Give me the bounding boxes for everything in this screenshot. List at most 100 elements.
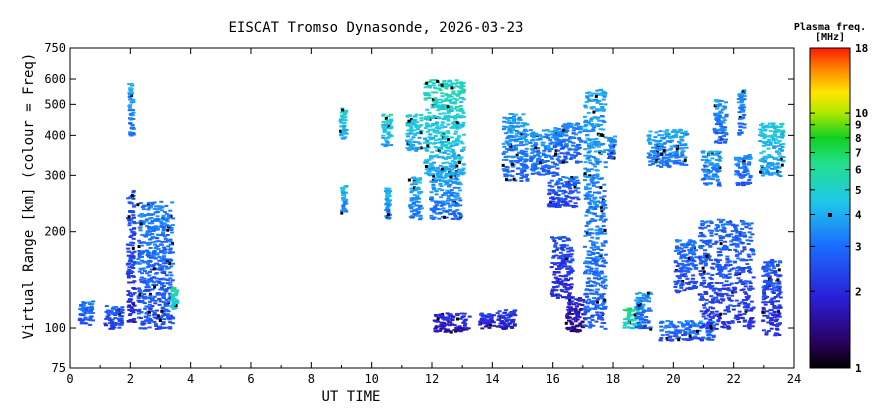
echo-mark bbox=[434, 204, 439, 207]
echo-mark bbox=[505, 168, 510, 171]
echo-mark bbox=[705, 329, 710, 332]
echo-mark bbox=[158, 266, 163, 269]
echo-mark bbox=[550, 136, 555, 139]
echo-mark bbox=[705, 243, 710, 246]
echo-mark bbox=[596, 274, 601, 277]
echo-mark-black bbox=[592, 110, 596, 114]
echo-mark bbox=[570, 258, 575, 261]
echo-mark bbox=[550, 185, 555, 188]
echo-mark bbox=[598, 150, 603, 152]
echo-mark bbox=[599, 270, 604, 273]
echo-mark bbox=[588, 119, 593, 122]
echo-mark bbox=[647, 138, 652, 140]
echo-mark bbox=[442, 131, 446, 134]
echo-mark bbox=[680, 281, 685, 284]
echo-mark bbox=[603, 206, 608, 209]
echo-mark bbox=[681, 255, 686, 258]
echo-mark bbox=[544, 146, 549, 149]
echo-mark bbox=[430, 106, 435, 109]
echo-mark bbox=[148, 297, 153, 300]
echo-mark bbox=[340, 121, 345, 124]
echo-mark bbox=[734, 245, 739, 248]
echo-mark bbox=[747, 163, 752, 166]
echo-mark bbox=[157, 281, 162, 284]
echo-mark bbox=[569, 267, 573, 270]
echo-mark bbox=[460, 125, 465, 128]
echo-mark bbox=[569, 269, 574, 272]
echo-mark bbox=[664, 330, 669, 333]
echo-mark bbox=[525, 140, 530, 143]
echo-mark bbox=[594, 241, 599, 244]
echo-mark bbox=[739, 98, 744, 101]
echo-mark bbox=[447, 156, 452, 159]
echo-mark bbox=[478, 323, 482, 326]
echo-mark bbox=[517, 116, 522, 119]
echo-mark bbox=[155, 292, 160, 295]
echo-mark bbox=[562, 262, 567, 265]
echo-mark bbox=[642, 297, 647, 300]
echo-mark bbox=[678, 267, 683, 270]
echo-mark bbox=[735, 318, 740, 321]
echo-mark bbox=[717, 268, 722, 271]
echo-mark bbox=[582, 317, 587, 320]
echo-mark bbox=[546, 154, 551, 157]
echo-mark bbox=[549, 165, 554, 168]
echo-mark bbox=[714, 175, 719, 178]
echo-mark bbox=[707, 159, 712, 162]
echo-mark-black bbox=[600, 209, 604, 213]
echo-mark bbox=[724, 280, 729, 283]
echo-mark bbox=[691, 251, 696, 254]
echo-mark bbox=[164, 265, 169, 268]
echo-mark bbox=[141, 267, 146, 270]
echo-mark bbox=[427, 167, 432, 170]
echo-mark bbox=[727, 322, 732, 325]
echo-mark bbox=[734, 229, 739, 232]
echo-mark bbox=[432, 216, 437, 219]
echo-mark bbox=[557, 178, 562, 180]
echo-mark bbox=[143, 315, 148, 318]
echo-mark bbox=[529, 132, 534, 135]
echo-mark bbox=[583, 234, 588, 237]
echo-mark bbox=[466, 327, 471, 330]
echo-mark bbox=[669, 147, 674, 150]
echo-mark bbox=[591, 146, 596, 149]
echo-mark bbox=[145, 312, 150, 315]
echo-mark bbox=[427, 81, 432, 83]
echo-mark bbox=[642, 318, 647, 321]
echo-mark bbox=[561, 244, 566, 247]
echo-mark bbox=[599, 109, 604, 112]
echo-mark bbox=[603, 305, 608, 308]
echo-mark bbox=[154, 277, 159, 280]
echo-mark-black bbox=[564, 257, 568, 261]
echo-mark bbox=[735, 253, 740, 256]
echo-mark bbox=[742, 234, 747, 237]
echo-mark bbox=[453, 173, 458, 176]
echo-mark bbox=[662, 130, 667, 133]
echo-mark bbox=[711, 175, 716, 177]
echo-mark-black bbox=[341, 108, 345, 112]
echo-mark bbox=[438, 83, 443, 86]
echo-mark bbox=[677, 276, 682, 279]
echo-mark bbox=[409, 138, 414, 141]
echo-mark bbox=[694, 337, 699, 340]
echo-mark bbox=[603, 232, 608, 235]
echo-mark bbox=[157, 303, 162, 306]
echo-mark bbox=[415, 196, 420, 199]
echo-mark bbox=[147, 278, 152, 281]
echo-mark bbox=[742, 320, 747, 323]
echo-mark bbox=[679, 257, 684, 260]
echo-mark bbox=[568, 255, 573, 258]
echo-mark bbox=[717, 315, 721, 318]
echo-mark bbox=[587, 232, 592, 234]
echo-mark bbox=[575, 179, 580, 182]
echo-mark bbox=[692, 242, 697, 244]
echo-mark bbox=[571, 178, 576, 181]
echo-mark bbox=[138, 291, 143, 294]
echo-mark bbox=[449, 126, 454, 129]
echo-mark bbox=[588, 205, 593, 208]
echo-mark bbox=[724, 284, 729, 287]
echo-mark bbox=[673, 332, 678, 335]
echo-mark bbox=[159, 224, 164, 227]
echo-mark bbox=[708, 163, 713, 166]
echo-mark bbox=[706, 272, 711, 275]
